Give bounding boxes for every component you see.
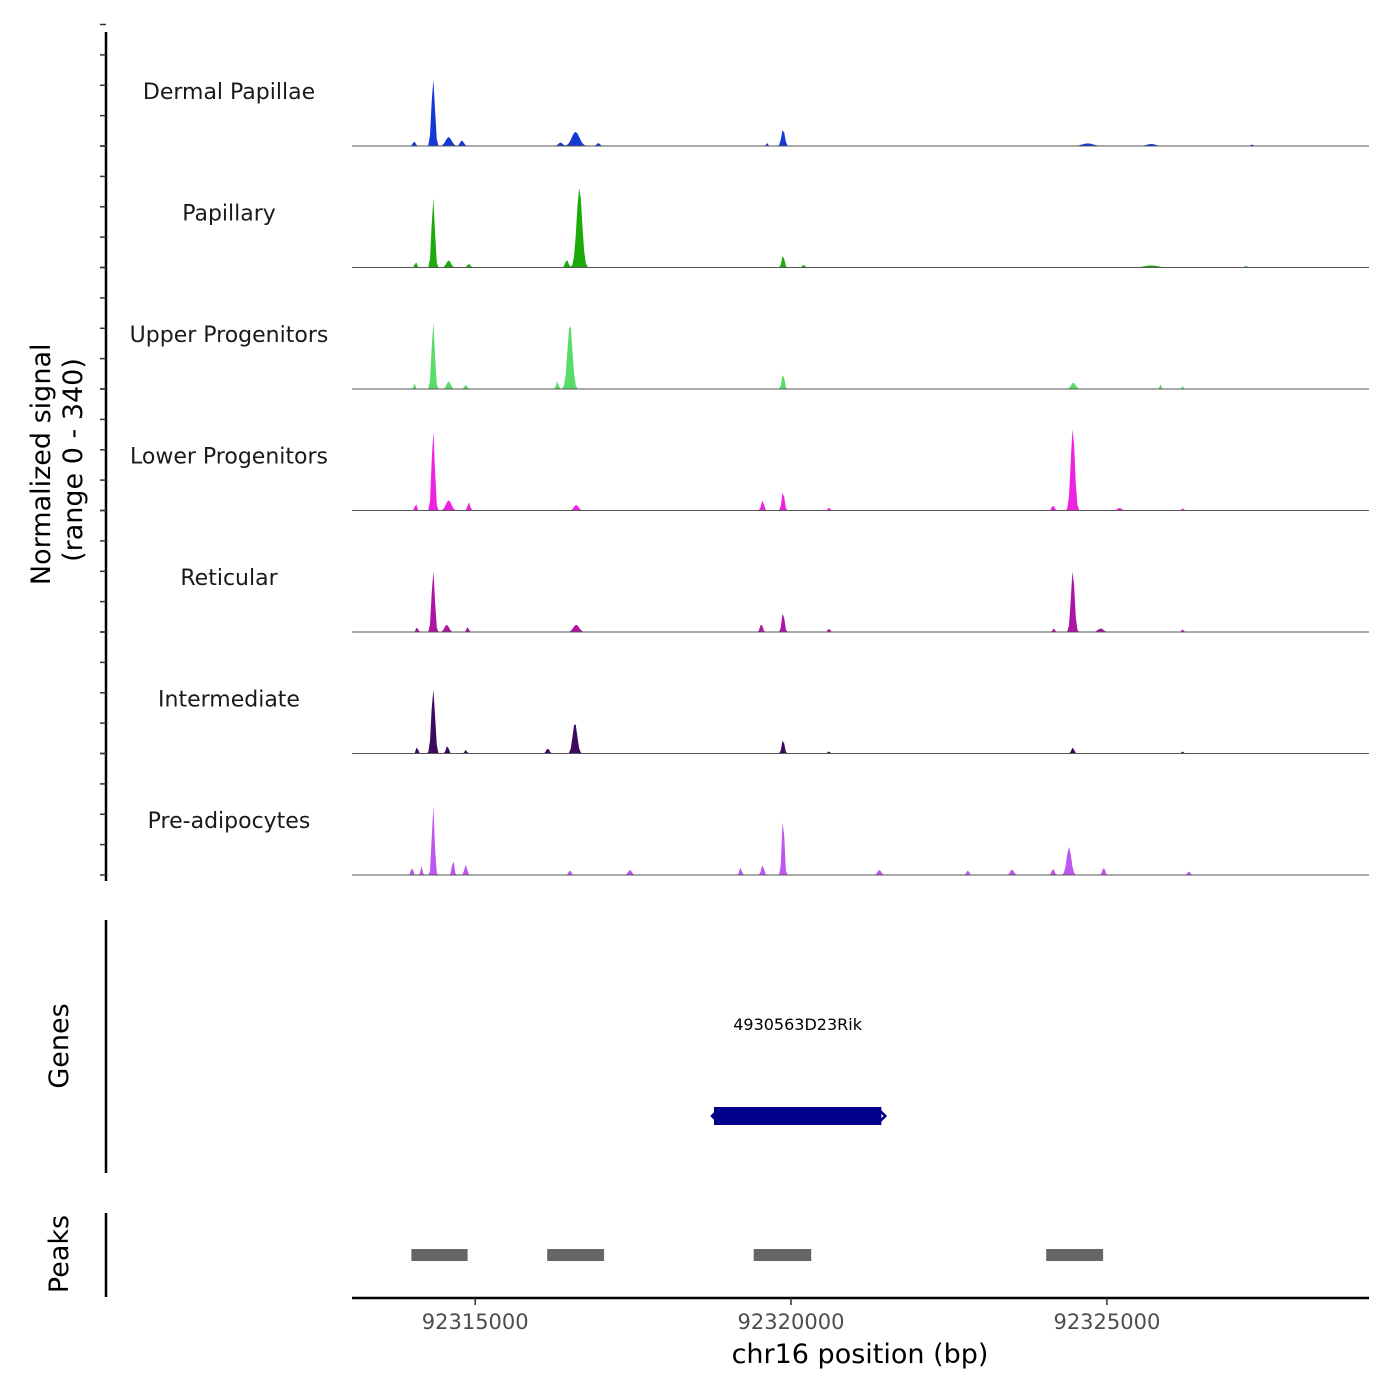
track-label-papillary: Papillary (182, 202, 276, 227)
gene-label-4930563d23rik: 4930563D23Rik (733, 1015, 863, 1034)
peak-region-3 (753, 1249, 812, 1261)
track-label-intermediate: Intermediate (158, 688, 300, 713)
coverage-area-pre-adipocytes (352, 806, 1369, 875)
peak-region-2 (547, 1249, 605, 1261)
track-lower-progenitors: Lower Progenitors (130, 429, 1369, 511)
coverage-area-reticular (352, 570, 1369, 632)
track-label-pre-adipocytes: Pre-adipocytes (148, 809, 311, 834)
x-tick-label: 92320000 (738, 1310, 845, 1334)
genes-track: 4930563D23Rik (710, 1015, 888, 1125)
peaks-track-title: Peaks (44, 1215, 75, 1293)
track-upper-progenitors: Upper Progenitors (130, 322, 1369, 390)
coverage-area-intermediate (352, 689, 1369, 754)
track-dermal-papillae: Dermal Papillae (143, 79, 1369, 147)
gene-body-4930563d23rik (714, 1107, 882, 1125)
x-axis-title: chr16 position (bp) (732, 1339, 989, 1370)
genes-track-title: Genes (44, 1003, 75, 1088)
coverage-area-papillary (352, 188, 1369, 268)
track-label-reticular: Reticular (180, 566, 278, 591)
peaks-track (411, 1249, 1104, 1261)
coverage-y-title: Normalized signal (range 0 - 340) (26, 335, 89, 585)
x-tick-label: 92315000 (422, 1310, 529, 1334)
coverage-area-dermal-papillae (352, 79, 1369, 146)
x-tick-label: 92325000 (1053, 1310, 1160, 1334)
coverage-y-title-line1: Normalized signal (26, 344, 57, 586)
gene-strand-arrow-left (710, 1107, 721, 1125)
peak-region-4 (1046, 1249, 1104, 1261)
coverage-area-upper-progenitors (352, 322, 1369, 389)
x-axis-ticks: 92315000 92320000 92325000 (422, 1298, 1160, 1334)
peak-region-1 (411, 1249, 468, 1261)
coverage-y-ticks (100, 23, 106, 876)
track-papillary: Papillary (182, 188, 1369, 268)
track-pre-adipocytes: Pre-adipocytes (148, 806, 1369, 876)
track-label-lower-progenitors: Lower Progenitors (130, 445, 328, 470)
track-reticular: Reticular (180, 566, 1369, 633)
track-label-dermal-papillae: Dermal Papillae (143, 80, 315, 105)
track-intermediate: Intermediate (158, 688, 1369, 754)
coverage-area-lower-progenitors (352, 429, 1369, 511)
gene-strand-arrow-right (876, 1107, 888, 1125)
coverage-y-title-line2: (range 0 - 340) (58, 358, 89, 562)
track-label-upper-progenitors: Upper Progenitors (130, 323, 329, 348)
coverage-tracks: Dermal Papillae Papillary Upper Progenitor… (130, 79, 1369, 876)
